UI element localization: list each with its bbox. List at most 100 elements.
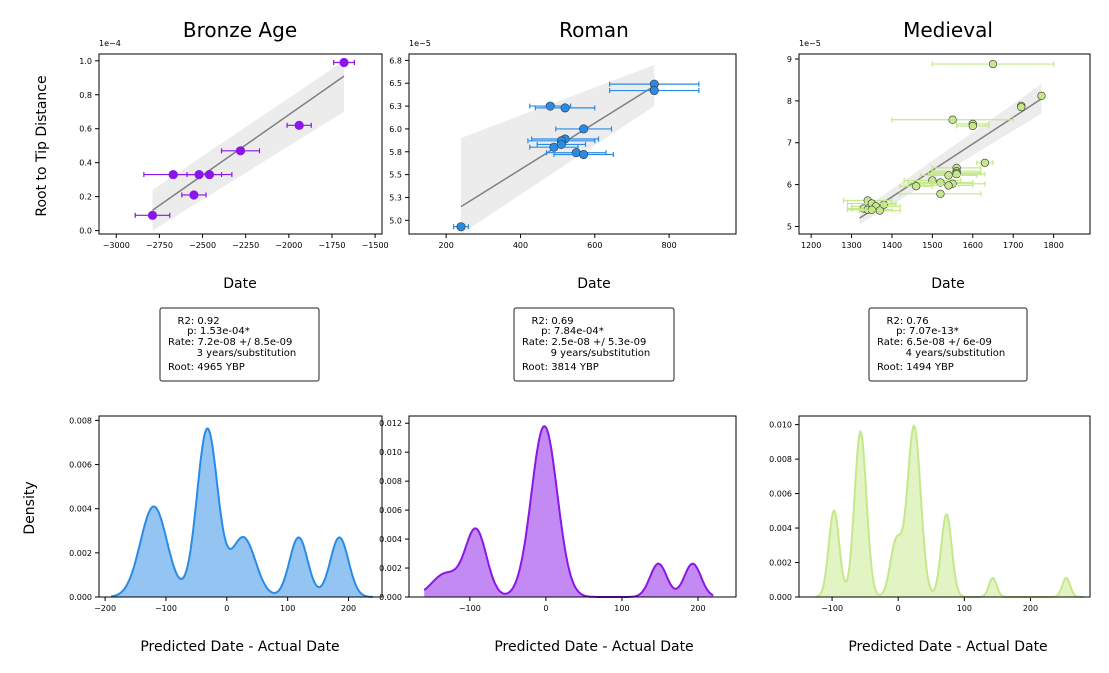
data-point <box>549 142 559 152</box>
data-point <box>194 169 204 180</box>
x-tick-label: 800 <box>661 241 676 250</box>
fit-line <box>152 75 345 211</box>
data-point <box>560 103 570 113</box>
x-tick-label: 0 <box>543 604 548 613</box>
x-tick-label: 400 <box>513 241 528 250</box>
density-area <box>815 425 1084 597</box>
panel-title-medieval: Medieval <box>903 18 993 42</box>
y-exponent-label: 1e−4 <box>99 39 121 48</box>
stats-box-medieval: R2: 0.76 p: 7.07e-13* Rate: 6.5e-08 +/ 6… <box>868 307 1028 382</box>
data-point <box>980 158 990 167</box>
x-tick-label: −2750 <box>146 241 173 250</box>
stats-line: Root: 1494 YBP <box>877 362 954 373</box>
y-tick-label: 0.006 <box>69 461 92 470</box>
x-axis-label-bottom-bronze: Predicted Date - Actual Date <box>140 639 339 655</box>
data-point <box>952 170 961 179</box>
y-tick-label: 7 <box>787 139 792 148</box>
data-point <box>235 146 246 156</box>
data-point <box>944 171 953 180</box>
data-point <box>875 206 884 215</box>
x-tick-label: 200 <box>690 604 705 613</box>
y-tick-label: 0.004 <box>769 524 792 533</box>
stats-line: p: 7.84e-04* <box>522 326 604 337</box>
y-tick-label: 6.5 <box>389 79 402 88</box>
stats-line: Rate: 6.5e-08 +/ 6e-09 <box>877 337 992 348</box>
y-tick-label: 0.008 <box>769 455 792 464</box>
data-point <box>571 148 581 158</box>
y-tick-label: 5 <box>787 222 792 231</box>
y-tick-label: 0.000 <box>379 593 402 602</box>
stats-box-roman: R2: 0.69 p: 7.84e-04* Rate: 2.5e-08 +/ 5… <box>513 307 675 382</box>
y-tick-label: 0.002 <box>379 564 402 573</box>
y-tick-label: 6.8 <box>389 56 402 65</box>
stats-line: 9 years/substitution <box>522 348 650 359</box>
chart-panel-2: 1200 1300 1400 1500 1600 1700 1800 5 6 7 8 9 1e−5 <box>787 39 1091 250</box>
stats-line: R2: 0.92 <box>168 316 220 327</box>
y-exponent-label: 1e−5 <box>799 39 821 48</box>
x-tick-label: −1500 <box>362 241 389 250</box>
stats-line: p: 1.53e-04* <box>168 326 250 337</box>
x-tick-label: 1500 <box>922 241 942 250</box>
data-point <box>936 178 945 187</box>
data-point <box>339 57 349 68</box>
x-tick-label: 100 <box>280 604 295 613</box>
y-tick-label: 0.6 <box>79 125 92 134</box>
axes-frame <box>98 53 383 235</box>
x-tick-label: 100 <box>957 604 972 613</box>
stats-box-bronze: R2: 0.92 p: 1.53e-04* Rate: 7.2e-08 +/ 8… <box>159 307 320 382</box>
panel-title-roman: Roman <box>559 18 629 42</box>
y-tick-label: 0.010 <box>769 421 792 430</box>
y-tick-label: 0.0 <box>79 227 92 236</box>
y-tick-label: 5.3 <box>389 193 402 202</box>
y-tick-label: 9 <box>787 55 792 64</box>
x-axis-label-bottom-roman: Predicted Date - Actual Date <box>494 639 693 655</box>
x-axis-label-bronze: Date <box>223 276 256 292</box>
y-tick-label: 6.0 <box>389 125 402 134</box>
y-tick-label: 5.0 <box>389 216 402 225</box>
y-exponent-label: 1e−5 <box>409 39 431 48</box>
y-tick-label: 5.5 <box>389 171 402 180</box>
x-tick-label: 1700 <box>1003 241 1023 250</box>
data-point <box>936 189 945 198</box>
x-axis-label-bottom-medieval: Predicted Date - Actual Date <box>848 639 1047 655</box>
y-axis-label-top: Root to Tip Distance <box>34 75 50 216</box>
data-point <box>649 86 659 96</box>
chart-panel-4: −100 0 100 200 0.000 0.002 0.004 0.006 0.008 0.01… <box>379 415 737 613</box>
y-tick-label: 6.3 <box>389 102 402 111</box>
y-tick-label: 0.006 <box>769 490 792 499</box>
x-tick-label: −100 <box>821 604 843 613</box>
x-tick-label: −1750 <box>318 241 345 250</box>
stats-line: Rate: 2.5e-08 +/ 5.3e-09 <box>522 337 646 348</box>
y-tick-label: 0.002 <box>69 549 92 558</box>
stats-line: Rate: 7.2e-08 +/ 8.5e-09 <box>168 337 292 348</box>
axes-frame <box>798 415 1091 598</box>
x-axis-label-medieval: Date <box>931 276 964 292</box>
y-tick-label: 0.004 <box>69 505 92 514</box>
stats-line: 4 years/substitution <box>877 348 1005 359</box>
y-tick-label: 8 <box>787 97 792 106</box>
y-tick-label: 0.008 <box>69 416 92 425</box>
data-point <box>948 115 957 124</box>
data-point <box>1017 103 1026 112</box>
y-tick-label: 0.000 <box>69 593 92 602</box>
stats-line: p: 7.07e-13* <box>877 326 959 337</box>
x-tick-label: −2000 <box>275 241 302 250</box>
y-tick-label: 0.008 <box>379 477 402 486</box>
data-point <box>968 121 977 131</box>
stats-line: 3 years/substitution <box>168 348 296 359</box>
axes-frame <box>98 415 383 598</box>
stats-line: Root: 3814 YBP <box>522 362 599 373</box>
y-tick-label: 0.012 <box>379 419 402 428</box>
stats-line: Root: 4965 YBP <box>168 362 245 373</box>
axes-frame <box>408 53 737 235</box>
x-tick-label: 200 <box>341 604 356 613</box>
y-tick-label: 0.000 <box>769 593 792 602</box>
stats-line: R2: 0.69 <box>522 316 574 327</box>
fit-line <box>859 98 1042 219</box>
chart-panel-3: −200 −100 0 100 200 0.000 0.002 0.004 0.006 0.008 <box>69 415 383 613</box>
data-point <box>545 101 555 111</box>
y-tick-label: 0.8 <box>79 91 92 100</box>
data-point <box>579 150 589 160</box>
x-axis-label-roman: Date <box>577 276 610 292</box>
axes-frame <box>408 415 737 598</box>
